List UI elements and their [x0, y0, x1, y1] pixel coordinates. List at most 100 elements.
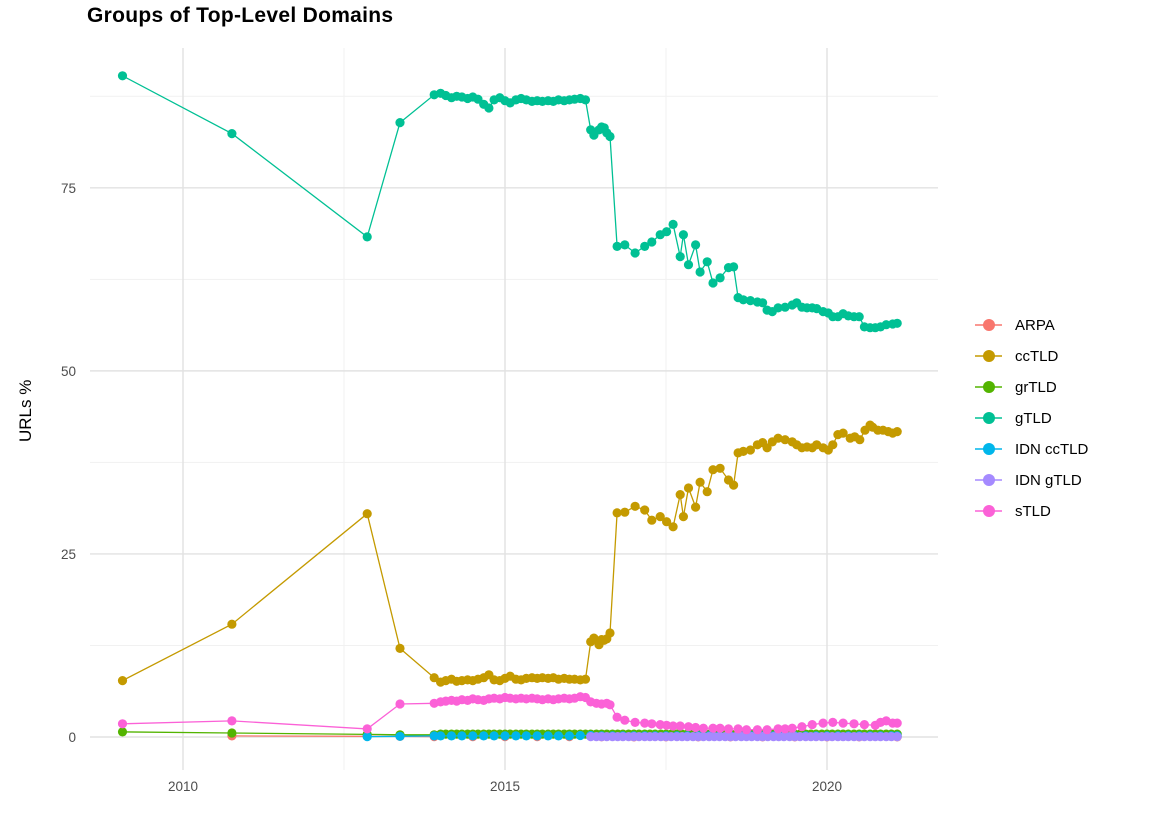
legend-label: gTLD — [1015, 409, 1052, 427]
data-point — [678, 511, 689, 522]
data-point — [429, 673, 439, 683]
data-point — [708, 723, 718, 733]
axis-tick-labels: 0 25 50 75 2010 2015 2020 — [61, 181, 842, 794]
data-point — [227, 129, 237, 139]
legend-key-icon — [975, 381, 1002, 393]
legend-item-idn-gtld: IDN gTLD — [975, 469, 1088, 491]
data-point — [723, 724, 734, 734]
legend: ARPA ccTLD grTLD gTLD IDN ccTLD IDN gTLD sTLD — [975, 314, 1088, 531]
data-point — [647, 719, 657, 729]
series-idn-gtld — [586, 732, 902, 742]
data-point — [855, 435, 865, 445]
data-point — [675, 721, 685, 731]
legend-key-icon — [975, 319, 1002, 331]
data-point — [892, 732, 902, 742]
series-line — [122, 75, 898, 329]
data-point — [395, 118, 405, 128]
data-point — [762, 725, 772, 735]
y-axis-title: URLs % — [16, 379, 35, 442]
data-point — [640, 505, 650, 515]
data-point — [715, 463, 725, 473]
data-point — [436, 731, 446, 741]
data-point — [708, 465, 718, 475]
data-point — [741, 725, 752, 735]
series-cctld — [117, 420, 902, 687]
data-point — [662, 517, 672, 527]
data-point — [807, 720, 817, 730]
legend-key-icon — [975, 443, 1002, 455]
data-point — [683, 260, 694, 270]
data-point — [429, 731, 439, 741]
data-point — [362, 732, 372, 742]
data-point — [702, 257, 712, 267]
data-point — [745, 445, 756, 455]
legend-item-stld: sTLD — [975, 500, 1088, 522]
data-point — [702, 487, 712, 497]
data-point — [683, 722, 694, 732]
data-point — [500, 731, 510, 741]
data-point — [630, 717, 640, 728]
data-point — [640, 241, 650, 251]
data-point — [630, 248, 640, 258]
data-point — [752, 725, 763, 735]
data-point — [762, 443, 772, 453]
chart-title: Groups of Top-Level Domains — [87, 4, 394, 27]
data-point — [698, 723, 709, 733]
data-point — [668, 522, 678, 532]
data-point — [580, 95, 591, 105]
data-point — [892, 427, 902, 437]
data-point — [758, 298, 768, 308]
data-point — [691, 502, 701, 512]
data-point — [362, 724, 372, 734]
data-point — [227, 716, 237, 726]
data-point — [640, 718, 650, 728]
data-point — [564, 731, 575, 741]
legend-item-idn-cctld: IDN ccTLD — [975, 438, 1088, 460]
series-gtld — [117, 71, 902, 333]
y-tick-label: 75 — [61, 181, 76, 196]
data-point — [395, 731, 405, 741]
legend-label: IDN ccTLD — [1015, 440, 1089, 458]
grid-minor — [90, 48, 938, 770]
data-point — [854, 312, 864, 322]
data-point — [729, 262, 739, 272]
data-point — [683, 483, 694, 493]
data-point — [818, 718, 828, 728]
data-point — [620, 240, 630, 250]
data-point — [668, 721, 678, 731]
data-point — [892, 318, 902, 328]
legend-key-icon — [975, 350, 1002, 362]
data-point — [484, 103, 494, 113]
data-point — [227, 728, 237, 738]
data-point — [479, 731, 489, 741]
legend-key-icon — [975, 412, 1002, 424]
data-point — [738, 295, 748, 305]
y-tick-label: 25 — [61, 547, 76, 562]
data-point — [691, 722, 701, 733]
data-point — [117, 719, 128, 729]
data-point — [675, 252, 685, 262]
data-point — [589, 633, 599, 643]
legend-label: grTLD — [1015, 378, 1057, 396]
data-point — [362, 232, 372, 242]
legend-label: ccTLD — [1015, 347, 1059, 365]
data-point — [838, 718, 848, 728]
data-point — [647, 237, 657, 247]
data-point — [738, 446, 748, 456]
data-point — [395, 643, 405, 654]
data-point — [457, 731, 467, 741]
data-point — [773, 433, 783, 443]
data-point — [612, 508, 622, 518]
data-point — [117, 727, 128, 737]
data-point — [797, 722, 807, 732]
legend-item-cctld: ccTLD — [975, 345, 1088, 367]
legend-key-icon — [975, 505, 1002, 517]
data-point — [612, 712, 622, 722]
data-point — [662, 227, 672, 237]
data-point — [468, 731, 478, 741]
legend-item-arpa: ARPA — [975, 314, 1088, 336]
data-point — [612, 241, 622, 251]
data-point — [575, 730, 585, 741]
data-point — [532, 731, 542, 741]
